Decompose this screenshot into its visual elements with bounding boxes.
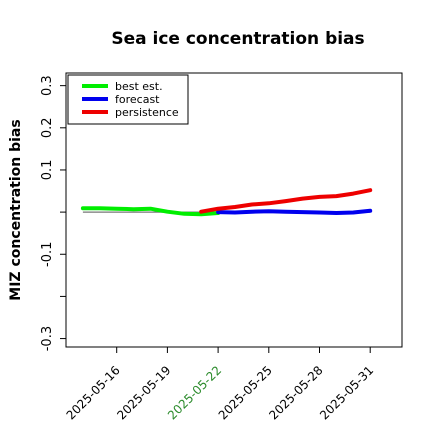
- legend-label: persistence: [115, 106, 179, 119]
- y-tick-label: -0.3: [40, 326, 55, 351]
- series-line: [199, 188, 373, 214]
- y-axis-label: MIZ concentration bias: [8, 119, 24, 300]
- legend-label: best est.: [115, 80, 163, 93]
- y-tick-label: 0.2: [40, 117, 55, 138]
- plot-area: -0.3-0.10.10.20.32025-05-162025-05-19202…: [40, 72, 403, 422]
- plot-frame: [65, 72, 403, 348]
- chart-title: Sea ice concentration bias: [111, 29, 364, 49]
- y-tick-label: -0.1: [40, 242, 55, 267]
- x-tick-label: 2025-05-31: [317, 363, 376, 422]
- legend-label: forecast: [115, 93, 160, 106]
- series-line: [80, 206, 221, 217]
- y-tick-label: 0.1: [40, 160, 55, 181]
- y-tick-label: 0.3: [40, 75, 55, 96]
- series-line: [216, 208, 373, 215]
